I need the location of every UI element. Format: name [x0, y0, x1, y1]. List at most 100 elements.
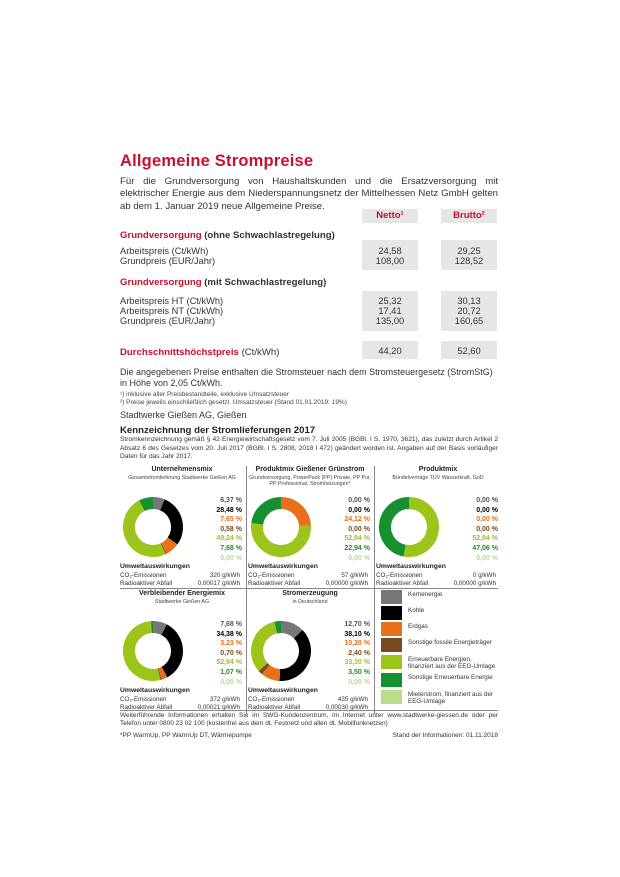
- percent-value: 0,00 %: [220, 678, 242, 686]
- chart-subtitle: Bündelverträge TÜV Wasserkraft, GoD: [392, 475, 484, 481]
- percent-value: 3,23 %: [220, 640, 242, 648]
- header-netto: Netto¹: [362, 209, 418, 223]
- percent-value: 47,06 %: [472, 544, 498, 552]
- uw-label: CO₂-Emissionen: [120, 696, 167, 703]
- percent-list: 12,70 % 38,10 % 10,20 % 2,40 % 33,10 % 3,50 %…: [326, 620, 370, 687]
- header-brutto: Brutto²: [441, 209, 497, 223]
- section3-netto-box: [362, 341, 418, 359]
- uw-title: Umweltauswirkungen: [120, 563, 190, 570]
- uw-label: CO₂-Emissionen: [376, 572, 423, 579]
- value-netto: 44,20: [378, 346, 402, 356]
- value-netto: 135,00: [375, 316, 405, 326]
- percent-value: 12,70 %: [344, 621, 370, 628]
- section1-brutto-box: [441, 240, 497, 270]
- donut-chart: [251, 497, 311, 557]
- chart-block: Produktmix Gießener Grünstrom Grundversor…: [248, 466, 372, 587]
- value-brutto: 52,60: [457, 346, 481, 356]
- donut-slice: [280, 497, 311, 527]
- uw-value: 372 g/kWh: [209, 696, 240, 703]
- percent-value: 0,00 %: [476, 506, 498, 514]
- value-brutto: 30,13: [457, 296, 481, 306]
- page-title: Allgemeine Strompreise: [120, 152, 314, 170]
- percent-value: 7,65 %: [220, 516, 242, 524]
- legend-swatch: [381, 638, 402, 652]
- percent-value: 34,38 %: [216, 630, 242, 638]
- chart-subtitle: Stadtwerke Gießen AG: [154, 599, 210, 605]
- percent-value: 52,94 %: [344, 535, 370, 543]
- donut-chart: [251, 621, 311, 681]
- donut-slice: [251, 621, 278, 671]
- uw-row: Radioaktiver Abfall 0,00017 g/kWh: [120, 580, 240, 588]
- uw-label: CO₂-Emissionen: [120, 572, 167, 579]
- divider: [120, 588, 498, 589]
- section3-brutto-box: [441, 341, 497, 359]
- footer-note: *PP WarmUp, PP WarmUp DT, Wärmepumpe: [120, 732, 252, 739]
- intro-text: Für die Grundversorgung von Haushaltskun…: [120, 176, 498, 212]
- percent-value: 0,00 %: [348, 554, 370, 562]
- section2-netto-box: [362, 291, 418, 331]
- uw-value: 57 g/kWh: [341, 572, 368, 579]
- value-netto: 25,32: [378, 296, 402, 306]
- percent-value: 0,00 %: [476, 525, 498, 533]
- uw-value: 0,00017 g/kWh: [197, 580, 240, 587]
- donut-slice: [160, 624, 183, 678]
- percent-value: 0,00 %: [476, 516, 498, 524]
- donut-slice: [274, 621, 282, 634]
- donut-slice: [159, 499, 183, 545]
- percent-value: 0,00 %: [348, 506, 370, 514]
- uw-label: Radioaktiver Abfall: [248, 704, 301, 711]
- legend-swatch: [381, 622, 402, 636]
- row-label: Grundpreis (EUR/Jahr): [120, 256, 216, 266]
- percent-value: 2,40 %: [348, 649, 370, 657]
- uw-value: 0,00000 g/kWh: [453, 580, 496, 587]
- percent-value: 7,68 %: [220, 544, 242, 552]
- divider: [374, 466, 375, 714]
- row-label: Arbeitspreis HT (Ct/kWh): [120, 296, 224, 306]
- donut-slice: [279, 630, 311, 681]
- uw-label: Radioaktiver Abfall: [376, 580, 429, 587]
- value-brutto: 128,52: [454, 256, 484, 266]
- donut-slice: [280, 621, 303, 639]
- uw-label: Radioaktiver Abfall: [248, 580, 301, 587]
- donut-slice: [379, 497, 410, 557]
- percent-value: 24,12 %: [344, 516, 370, 524]
- row-label: Arbeitspreis NT (Ct/kWh): [120, 306, 224, 316]
- percent-value: 0,00 %: [220, 554, 242, 562]
- percent-list: 7,68 % 34,38 % 3,23 % 0,70 % 52,94 % 1,07 % 0,…: [198, 620, 242, 687]
- legend-label: Mieterstrom, finanziert aus der EEG-Umla…: [408, 691, 494, 706]
- row-label: Grundpreis (EUR/Jahr): [120, 316, 216, 326]
- section2-brutto-box: [441, 291, 497, 331]
- uw-label: CO₂-Emissionen: [248, 572, 295, 579]
- uw-row: Radioaktiver Abfall 0,00030 g/kWh: [248, 704, 368, 712]
- percent-value: 28,48 %: [216, 506, 242, 514]
- value-brutto: 20,72: [457, 306, 481, 316]
- donut-slice: [123, 500, 166, 557]
- value-brutto: 29,25: [457, 246, 481, 256]
- donut-slice: [123, 621, 161, 681]
- percent-value: 0,58 %: [220, 525, 242, 533]
- percent-value: 0,00 %: [476, 554, 498, 562]
- percent-value: 0,00 %: [476, 497, 498, 504]
- uw-value: 0 g/kWh: [472, 572, 496, 579]
- legend-swatch: [381, 606, 402, 620]
- percent-list: 0,00 % 0,00 % 24,12 % 0,00 % 52,94 % 22,94 % 0…: [326, 496, 370, 563]
- donut-chart: [123, 497, 183, 557]
- percent-list: 6,37 % 28,48 % 7,65 % 0,58 % 49,24 % 7,68 % 0,…: [198, 496, 242, 563]
- percent-value: 1,07 %: [220, 668, 242, 676]
- chart-block: Stromerzeugung in Deutschland 12,70 % 38,10…: [248, 590, 372, 712]
- donut-slice: [403, 497, 439, 557]
- chart-title: Produktmix Gießener Grünstrom: [255, 466, 365, 473]
- uw-title: Umweltauswirkungen: [120, 687, 190, 694]
- uw-label: CO₂-Emissionen: [248, 696, 295, 703]
- uw-label: Radioaktiver Abfall: [120, 580, 173, 587]
- legend-label: Erdgas: [408, 623, 428, 630]
- uw-value: 0,00030 g/kWh: [325, 704, 368, 711]
- percent-value: 38,10 %: [344, 630, 370, 638]
- percent-value: 49,24 %: [216, 535, 242, 543]
- uw-row: Radioaktiver Abfall 0,00000 g/kWh: [376, 580, 496, 588]
- section2-title: Grundversorgung (mit Schwachlastregelung…: [120, 277, 327, 288]
- chart-block: Verbleibender Energiemix Stadtwerke Gieße…: [120, 590, 244, 711]
- chart-title: Unternehmensmix: [151, 466, 213, 473]
- row-label: Arbeitspreis (Ct/kWh): [120, 246, 209, 256]
- percent-value: 6,37 %: [220, 497, 242, 504]
